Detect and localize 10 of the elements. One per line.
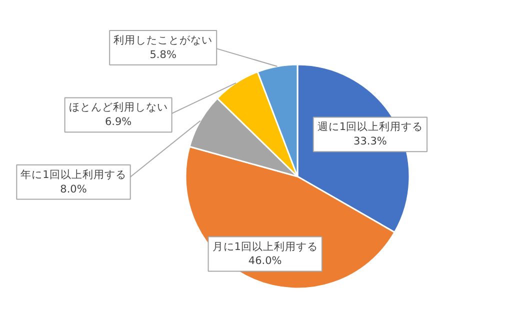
data-label: 46.0% — [248, 255, 282, 268]
slice-label: 利用したことがない — [114, 34, 213, 46]
slice-label: 週に1回以上利用する — [317, 120, 424, 134]
data-label: 5.8% — [150, 48, 176, 61]
data-label: 8.0% — [60, 183, 87, 196]
data-label: 33.3% — [354, 136, 387, 148]
slice-label: 年に1回以上利用する — [20, 168, 126, 181]
slice-label: ほとんど利用しない — [68, 100, 168, 114]
slice-label: 月に1回以上利用する — [212, 240, 318, 253]
data-label: 6.9% — [104, 116, 132, 128]
